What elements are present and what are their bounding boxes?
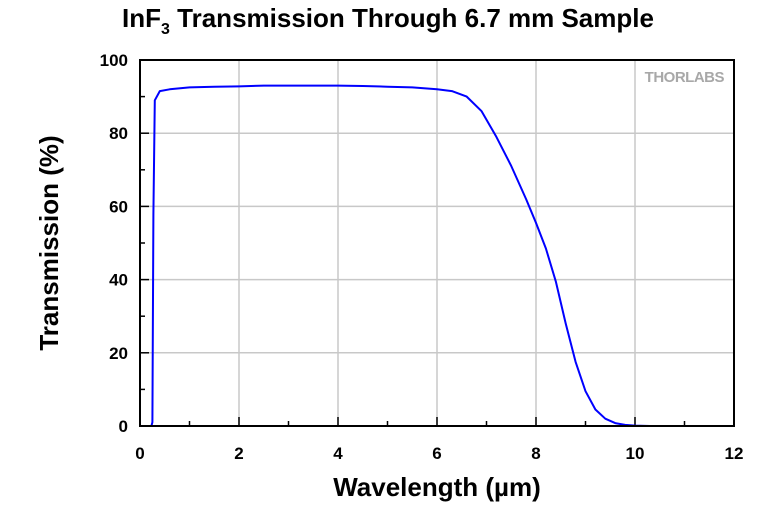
x-tick-label: 6	[432, 444, 441, 463]
x-tick-label: 0	[135, 444, 144, 463]
y-tick-labels: 0 20 40 60 80 100	[100, 51, 128, 436]
x-tick-label: 4	[333, 444, 343, 463]
x-tick-labels: 0 2 4 6 8 10 12	[135, 444, 743, 463]
x-tick-label: 12	[725, 444, 744, 463]
chart-title-prefix: InF	[122, 3, 161, 33]
y-tick-label: 20	[109, 344, 128, 363]
chart-title-suffix: Transmission Through 6.7 mm Sample	[170, 3, 654, 33]
y-axis-title: Transmission (%)	[34, 135, 64, 350]
y-tick-label: 100	[100, 51, 128, 70]
y-tick-label: 60	[109, 197, 128, 216]
chart-title-subscript: 3	[161, 21, 170, 38]
series-line	[149, 84, 685, 427]
y-tick-label: 0	[119, 417, 128, 436]
series-group	[149, 84, 685, 427]
thorlabs-logo: THORLABS	[645, 69, 725, 86]
grid-lines	[140, 60, 734, 426]
y-tick-label: 80	[109, 124, 128, 143]
x-tick-label: 8	[531, 444, 540, 463]
y-tick-label: 40	[109, 271, 128, 290]
x-tick-label: 2	[234, 444, 243, 463]
plot-frame	[139, 59, 735, 427]
x-tick-label: 10	[626, 444, 645, 463]
x-axis-title: Wavelength (µm)	[333, 472, 541, 502]
chart-title: InF3 Transmission Through 6.7 mm Sample	[122, 3, 654, 38]
